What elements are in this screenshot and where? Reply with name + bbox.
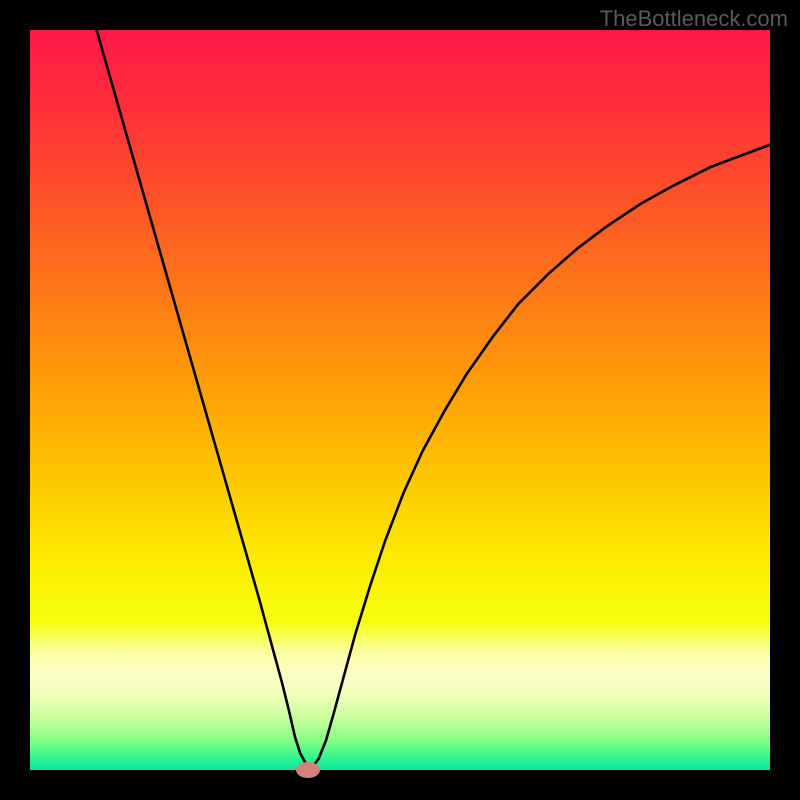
- plot-area: [30, 30, 770, 770]
- watermark-text: TheBottleneck.com: [600, 6, 788, 32]
- bottleneck-curve: [30, 30, 770, 770]
- minimum-marker: [296, 762, 320, 778]
